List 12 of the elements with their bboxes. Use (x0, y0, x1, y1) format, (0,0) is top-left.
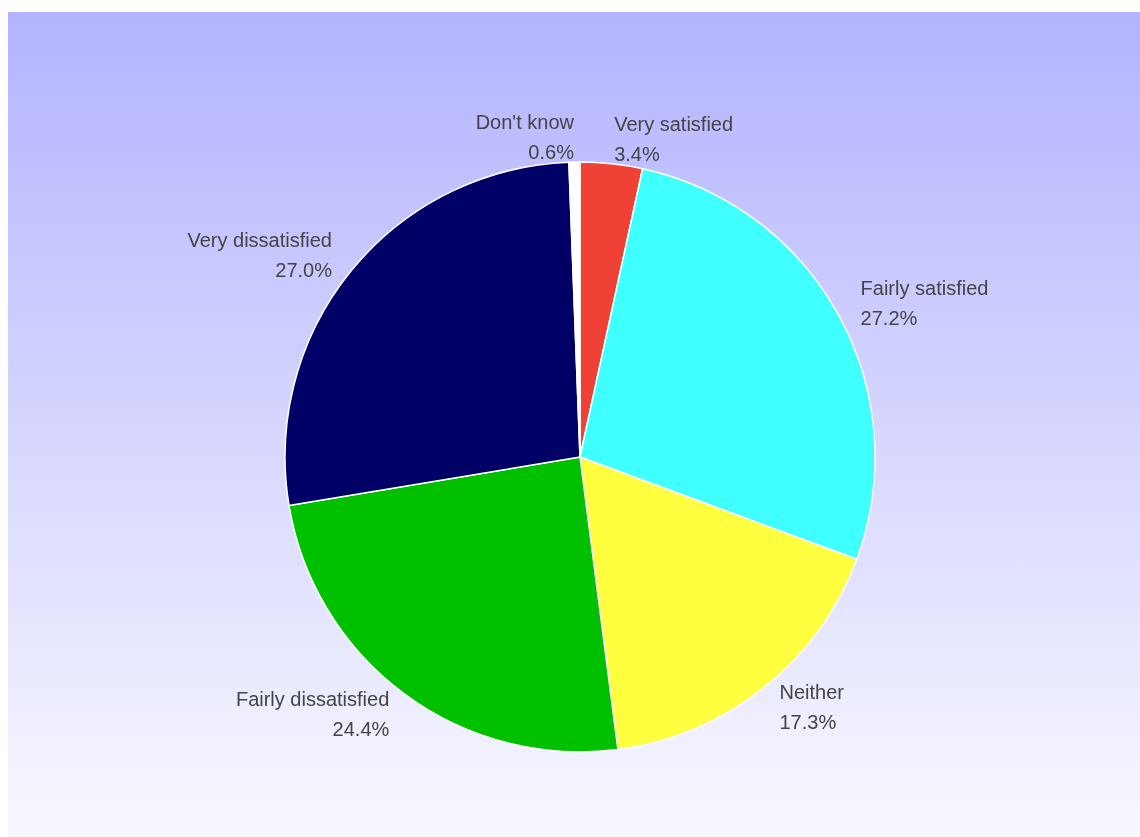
slice-label: Neither (779, 681, 845, 704)
data-label: 17.3% (779, 711, 837, 734)
slice-label: Fairly satisfied (860, 277, 989, 300)
slice-label: Fairly dissatisfied (235, 687, 390, 710)
data-label: 0.6% (528, 141, 575, 164)
data-label: 24.4% (332, 717, 390, 740)
data-label: 27.2% (860, 307, 918, 330)
slice-label: Very dissatisfied (187, 228, 332, 251)
slice-label: Very satisfied (614, 112, 734, 135)
data-label: 3.4% (614, 142, 660, 165)
data-label: 27.0% (275, 258, 333, 281)
slice-label: Don't know (475, 111, 575, 134)
